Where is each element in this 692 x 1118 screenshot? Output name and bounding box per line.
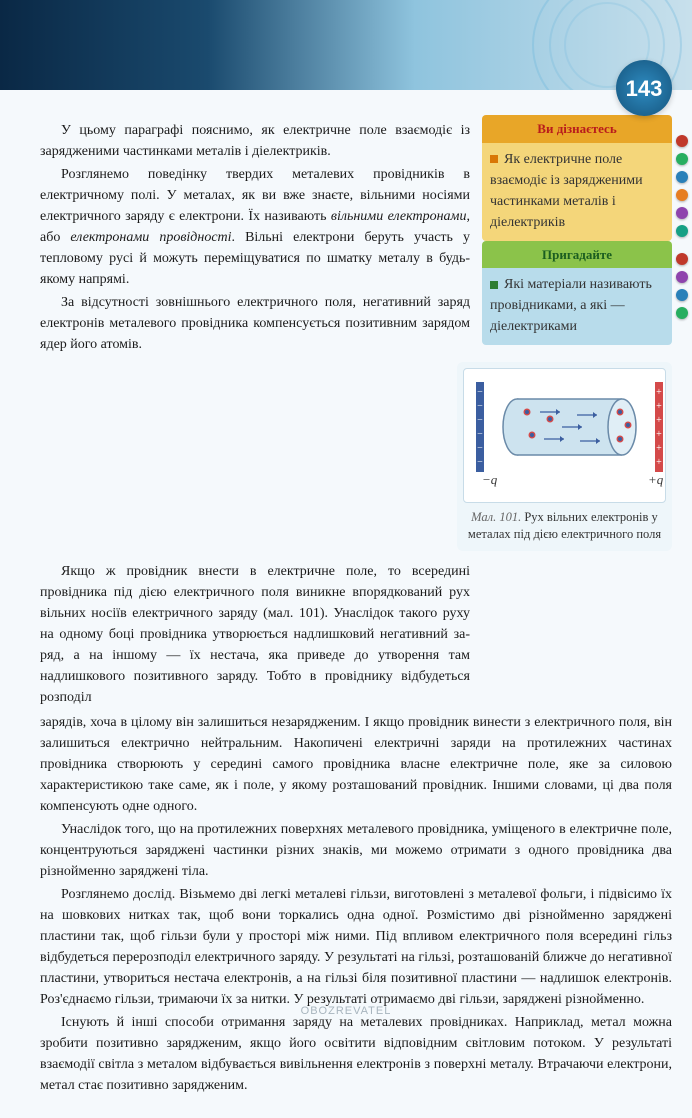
svg-text:+: + <box>656 415 662 426</box>
side-dots-group-2 <box>676 253 688 319</box>
side-dot <box>676 153 688 165</box>
learn-box-body: Як електричне поле взаємодіє із заряджен… <box>482 143 672 241</box>
recall-box-body: Які матеріали називають провідниками, а … <box>482 268 672 345</box>
neg-q-label: −q <box>482 472 498 487</box>
svg-text:−: − <box>477 443 483 454</box>
svg-text:−: − <box>477 457 483 468</box>
svg-text:+: + <box>656 457 662 468</box>
narrow-text-column-2: Якщо ж провідник внести в електричне пол… <box>40 561 470 710</box>
full-width-text: зарядів, хоча в цілому він залишиться не… <box>40 710 672 1096</box>
svg-text:+: + <box>656 387 662 398</box>
side-dot <box>676 207 688 219</box>
conductor-diagram-svg: − − − − − − + + + + + + <box>472 377 667 487</box>
paragraph: Існують й інші способи отримання заряду … <box>40 1012 672 1096</box>
figure-diagram: − − − − − − + + + + + + <box>463 368 666 503</box>
pos-q-label: +q <box>648 472 664 487</box>
page-number-badge: 143 <box>616 60 672 116</box>
svg-text:−: − <box>477 429 483 440</box>
svg-text:+: + <box>656 429 662 440</box>
side-dot <box>676 271 688 283</box>
learn-box-text: Як електричне поле взаємодіє із заряджен… <box>490 152 643 230</box>
svg-text:+: + <box>656 443 662 454</box>
paragraph: Розглянемо дослід. Візьмемо дві легкі ме… <box>40 884 672 1010</box>
header-decoration <box>0 0 692 90</box>
side-dot <box>676 189 688 201</box>
learn-box: Ви дізнаєтесь Як електричне поле взаємод… <box>482 115 672 241</box>
side-dots-group-1 <box>676 135 688 237</box>
paragraph: зарядів, хоча в цілому він залишиться не… <box>40 712 672 817</box>
svg-text:+: + <box>656 401 662 412</box>
figure-101: − − − − − − + + + + + + <box>457 362 672 551</box>
svg-text:−: − <box>477 387 483 398</box>
recall-box-text: Які матеріали називають провідниками, а … <box>490 277 652 334</box>
figure-caption: Мал. 101. Рух вільних електронів у метал… <box>463 503 666 545</box>
svg-text:−: − <box>477 415 483 426</box>
recall-box: Пригадайте Які матеріали називають прові… <box>482 241 672 346</box>
paragraph: За відсутності зовнішнього електричного … <box>40 292 470 355</box>
svg-text:−: − <box>477 401 483 412</box>
recall-box-title: Пригадайте <box>482 241 672 269</box>
page-content: Ви дізнаєтесь Як електричне поле взаємод… <box>0 90 692 1118</box>
narrow-text-column: У цьому параграфі пояснимо, як електричн… <box>40 120 470 357</box>
learn-box-title: Ви дізнаєтесь <box>482 115 672 143</box>
sidebar: Ви дізнаєтесь Як електричне поле взаємод… <box>482 115 672 345</box>
side-dot <box>676 289 688 301</box>
paragraph: Унаслідок того, що на протилежних поверх… <box>40 819 672 882</box>
side-dot <box>676 135 688 147</box>
bullet-icon <box>490 155 498 163</box>
side-dot <box>676 307 688 319</box>
paragraph: Розглянемо поведінку твердих металевих п… <box>40 164 470 290</box>
figure-label: Мал. 101. <box>471 510 521 524</box>
side-dot <box>676 225 688 237</box>
bullet-icon <box>490 281 498 289</box>
paragraph: У цьому параграфі пояснимо, як електричн… <box>40 120 470 162</box>
page-number: 143 <box>626 72 663 105</box>
side-dot <box>676 171 688 183</box>
paragraph: Якщо ж провідник внести в електричне пол… <box>40 561 470 708</box>
side-dot <box>676 253 688 265</box>
watermark: OBOZREVATEL <box>301 1003 392 1020</box>
